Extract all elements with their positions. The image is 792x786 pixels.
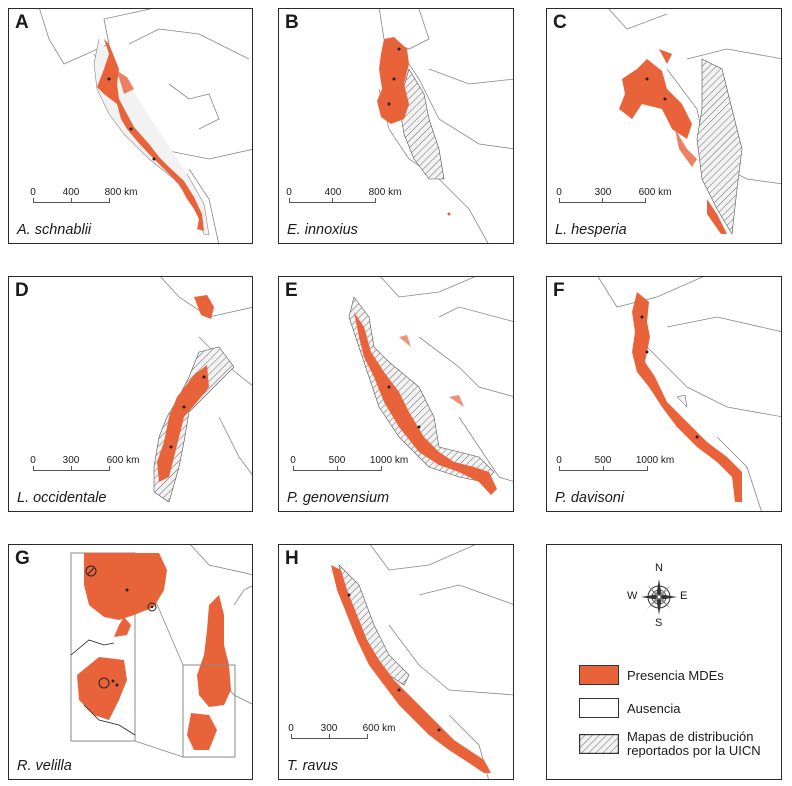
- scale-bar: 0 500 1000 km: [556, 455, 675, 475]
- compass-north-label: N: [655, 562, 663, 574]
- map-panel-c: C 0 300 600 km L. hesperia: [546, 8, 782, 244]
- map-panel-b: B 0 400 800 km E. innoxius: [278, 8, 514, 244]
- legend-item-presence: Presencia MDEs: [579, 665, 724, 685]
- species-name: E. innoxius: [287, 222, 358, 238]
- map-e-graphic: [348, 277, 513, 495]
- scale-label-1: 400: [324, 187, 342, 198]
- legend-item-iucn: Mapas de distribución reportados por la …: [579, 730, 761, 758]
- map-panel-g: G R. velilla: [8, 544, 253, 780]
- map-g-graphic: [70, 545, 252, 758]
- scale-label-0: 0: [556, 187, 562, 198]
- panel-letter: H: [285, 548, 299, 569]
- map-c-graphic: [608, 9, 781, 235]
- scale-label-1: 300: [320, 723, 338, 734]
- panel-letter: A: [15, 12, 29, 33]
- presence-swatch: [579, 665, 619, 685]
- legend-panel: N S E W Presencia MDEs Ausencia Mapas de…: [546, 544, 782, 780]
- scale-bar: 0 300 600 km: [30, 455, 148, 475]
- scale-label-1: 300: [62, 455, 80, 466]
- compass-south-label: S: [655, 617, 663, 629]
- map-panel-a: A 0 400 800 km A. schnablii: [8, 8, 253, 244]
- map-b-graphic: [377, 9, 513, 243]
- panel-letter: F: [553, 280, 565, 301]
- scale-label-2: 600 km: [638, 187, 672, 198]
- compass-west-label: W: [627, 590, 638, 602]
- scale-label-0: 0: [556, 455, 562, 466]
- legend-label-iucn-line2: reportados por la UICN: [627, 743, 761, 758]
- scale-bar: 0 300 600 km: [556, 187, 674, 207]
- species-name: T. ravus: [287, 758, 339, 774]
- map-panel-d: D 0 300 600 km L. occidentale: [8, 276, 253, 512]
- scale-bar: 0 400 800 km: [30, 187, 137, 207]
- scale-label-2: 800 km: [368, 187, 402, 198]
- map-panel-f: F 0 500 1000 km P. davisoni: [546, 276, 782, 512]
- map-h-graphic: [331, 545, 513, 779]
- species-name: P. davisoni: [555, 490, 625, 506]
- map-a-graphic: [39, 9, 252, 243]
- scale-label-0: 0: [288, 723, 294, 734]
- scale-label-1: 500: [328, 455, 346, 466]
- species-name: R. velilla: [17, 758, 72, 774]
- species-name: P. genovensium: [287, 490, 390, 506]
- legend-item-absence: Ausencia: [579, 698, 680, 718]
- scale-bar: 0 400 800 km: [286, 187, 401, 207]
- scale-label-2: 1000 km: [369, 455, 409, 466]
- species-name: A. schnablii: [17, 222, 92, 238]
- scale-label-1: 400: [62, 187, 80, 198]
- map-d-graphic: [153, 277, 252, 503]
- scale-bar: 0 300 600 km: [288, 723, 406, 743]
- compass-rose-icon: [641, 579, 677, 615]
- legend-label-absence: Ausencia: [627, 700, 681, 716]
- scale-label-2: 600 km: [362, 723, 396, 734]
- scale-label-1: 500: [594, 455, 612, 466]
- scale-label-0: 0: [290, 455, 296, 466]
- scale-bar: 0 500 1000 km: [290, 455, 409, 475]
- map-panel-e: E 0 500 1000 km P. genovensium: [278, 276, 514, 512]
- species-name: L. hesperia: [555, 222, 627, 238]
- legend-label-iucn-line1: Mapas de distribución: [627, 729, 754, 744]
- scale-label-0: 0: [30, 455, 36, 466]
- scale-label-0: 0: [30, 187, 36, 198]
- scale-label-1: 300: [594, 187, 612, 198]
- map-f-graphic: [597, 277, 781, 511]
- absence-swatch: [579, 698, 619, 718]
- panel-letter: D: [15, 280, 29, 301]
- scale-label-0: 0: [286, 187, 292, 198]
- map-panel-h: H 0 300 600 km T. ravus: [278, 544, 514, 780]
- panel-letter: E: [285, 280, 298, 301]
- species-name: L. occidentale: [17, 490, 107, 506]
- panel-letter: G: [15, 548, 30, 569]
- scale-label-2: 1000 km: [635, 455, 675, 466]
- iucn-swatch: [579, 734, 619, 754]
- panel-letter: C: [553, 12, 567, 33]
- panel-letter: B: [285, 12, 299, 33]
- scale-label-2: 600 km: [106, 455, 140, 466]
- compass-east-label: E: [680, 590, 688, 602]
- legend-label-presence: Presencia MDEs: [627, 667, 724, 683]
- scale-label-2: 800 km: [104, 187, 138, 198]
